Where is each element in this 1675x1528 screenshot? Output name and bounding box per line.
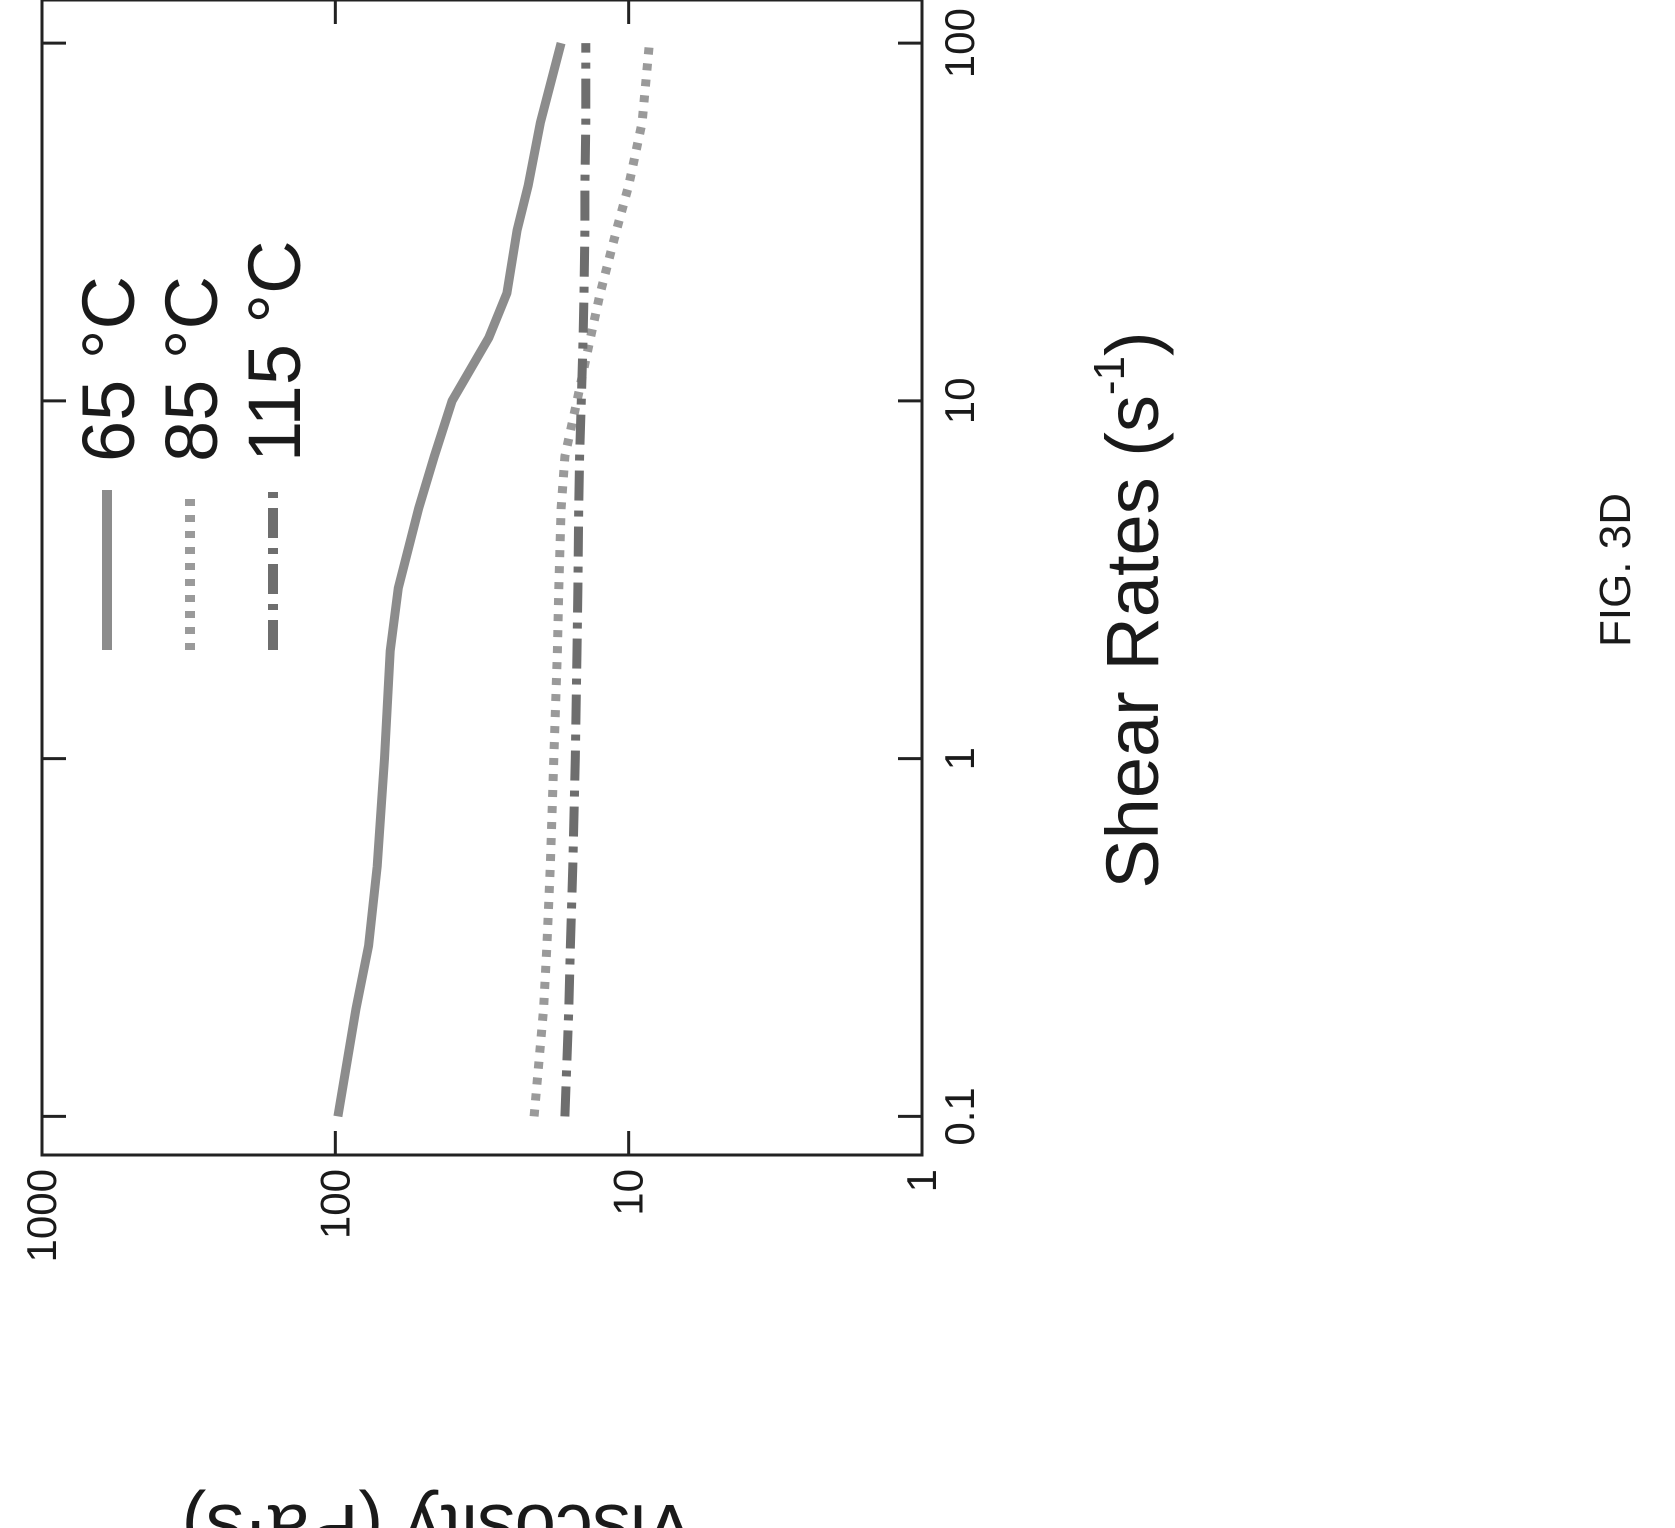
x-tick-label: 100	[936, 8, 983, 78]
y-tick-label: 1	[898, 1169, 945, 1192]
rotated-plot-group: 0.1 1 10 100 1 10 100 1000 65 °C 85 °C 115 °C Sh…	[18, 0, 1174, 1528]
series-line-2	[529, 42, 654, 1117]
x-axis-title-superscript: -1	[1085, 356, 1134, 395]
x-tick-label: 1	[936, 747, 983, 770]
x-tick-label: 10	[936, 378, 983, 425]
y-axis-ticks: 1 10 100 1000	[18, 0, 945, 1262]
y-tick-label: 100	[311, 1169, 358, 1239]
x-axis-ticks: 0.1 1 10 100	[42, 8, 983, 1146]
y-axis-title: Viscosity (Pa·s)	[182, 1489, 695, 1528]
y-tick-label: 10	[605, 1169, 652, 1216]
x-axis-title-close: )	[1091, 331, 1174, 356]
legend: 65 °C 85 °C 115 °C	[67, 240, 316, 650]
series-line-1	[333, 41, 566, 1118]
x-tick-label: 0.1	[936, 1087, 983, 1145]
y-tick-label: 1000	[18, 1169, 65, 1262]
legend-label-3: 115 °C	[233, 240, 316, 462]
legend-label-1: 65 °C	[67, 276, 150, 462]
plot-frame	[40, 0, 924, 1157]
legend-label-2: 85 °C	[150, 276, 233, 462]
series-line-3	[560, 43, 591, 1117]
x-axis-title-main: Shear Rates (s	[1091, 395, 1174, 889]
figure-label: FIG. 3D	[1591, 493, 1640, 647]
series-lines	[333, 41, 654, 1118]
x-axis-title: Shear Rates (s-1)	[1085, 331, 1174, 888]
